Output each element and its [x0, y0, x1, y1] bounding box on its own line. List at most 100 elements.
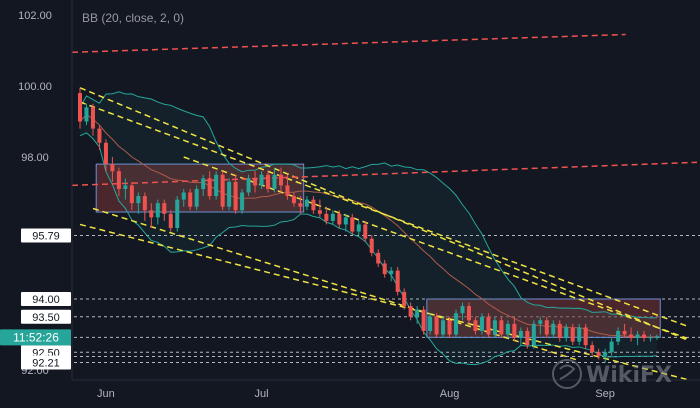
- candle-body: [622, 330, 627, 335]
- candle-body: [103, 142, 108, 165]
- candle: [77, 87, 83, 129]
- candle: [499, 316, 504, 339]
- candle-body: [421, 309, 426, 331]
- candle-body: [201, 178, 206, 189]
- level-tag-label: 95.79: [32, 230, 60, 242]
- candle: [304, 196, 309, 211]
- candle: [473, 316, 478, 335]
- candle-body: [84, 107, 89, 122]
- candle-body: [207, 178, 212, 197]
- candle: [603, 348, 608, 363]
- level-tag-label: 94.00: [32, 294, 60, 306]
- candle-body: [564, 327, 569, 339]
- candle-body: [356, 224, 361, 232]
- candle-body: [499, 320, 504, 335]
- candle: [343, 213, 348, 232]
- candle: [583, 323, 588, 349]
- candle: [492, 316, 497, 339]
- candle: [570, 323, 575, 346]
- candle-body: [188, 192, 193, 207]
- candle: [103, 139, 108, 172]
- candle-body: [363, 224, 368, 239]
- candle-body: [389, 270, 394, 275]
- level-tag-label: 93.50: [32, 312, 60, 324]
- candle: [518, 327, 523, 346]
- candle-body: [369, 238, 374, 253]
- candle-body: [123, 185, 128, 189]
- candle: [415, 306, 420, 324]
- range-box: [426, 298, 661, 338]
- candle: [220, 171, 225, 211]
- candle: [622, 323, 627, 339]
- candle: [648, 334, 653, 342]
- trendline-yellow: [79, 223, 688, 381]
- trendline-red: [71, 161, 698, 187]
- level-tag-label: 92.21: [32, 358, 60, 370]
- indicator-label[interactable]: BB (20, close, 2, 0): [82, 11, 184, 25]
- candle-body: [570, 327, 575, 342]
- candle: [188, 188, 193, 211]
- candle-body: [175, 199, 180, 228]
- time-tick-label: Aug: [440, 388, 460, 400]
- candle: [181, 188, 186, 207]
- candle: [298, 196, 303, 214]
- candle-body: [447, 320, 452, 335]
- candle-body: [538, 320, 543, 324]
- candle-body: [629, 334, 634, 339]
- candle: [635, 330, 640, 346]
- candle: [596, 348, 601, 360]
- price-tick-label: 100.00: [18, 81, 52, 93]
- candle-body: [654, 336, 660, 338]
- bb-lower-line: [79, 132, 658, 366]
- candle-body: [402, 291, 407, 307]
- candle: [363, 220, 368, 243]
- candle: [168, 210, 173, 232]
- candle: [337, 210, 342, 228]
- candle-body: [577, 327, 582, 342]
- candle: [227, 178, 232, 211]
- candle-body: [343, 217, 348, 225]
- candle: [544, 316, 549, 339]
- trendline-yellow: [92, 207, 578, 361]
- candle: [525, 327, 530, 349]
- price-axis[interactable]: 102.00100.0098.0092.0095.7994.0093.5092.…: [0, 10, 71, 377]
- candle-body: [544, 320, 549, 335]
- price-tick-label: 98.00: [21, 152, 49, 164]
- candle: [434, 313, 439, 339]
- time-axis[interactable]: Jun Jul Aug Sep: [97, 388, 615, 400]
- bb-upper-line: [79, 91, 658, 319]
- candle-body: [492, 320, 497, 335]
- candle: [376, 249, 381, 268]
- candle: [259, 171, 264, 189]
- candle: [531, 320, 536, 349]
- candle: [505, 320, 510, 339]
- candle-body: [642, 334, 647, 339]
- candle-body: [583, 327, 588, 346]
- candle: [421, 306, 426, 335]
- candle-body: [382, 263, 387, 275]
- candle: [609, 338, 614, 356]
- candle: [253, 171, 258, 193]
- candle: [512, 316, 517, 342]
- candle: [460, 302, 465, 321]
- candle: [324, 206, 329, 225]
- candle: [136, 192, 141, 214]
- candle-body: [330, 213, 335, 221]
- time-tick-label: Jun: [97, 388, 115, 400]
- candle: [175, 196, 180, 232]
- candle: [466, 302, 471, 324]
- candle-body: [181, 192, 186, 200]
- candle: [557, 320, 562, 342]
- time-tick-label: Sep: [595, 388, 615, 400]
- candle: [590, 341, 595, 356]
- candle: [214, 171, 219, 200]
- candle-body: [466, 306, 471, 321]
- candle: [291, 192, 296, 207]
- candle-body: [317, 210, 322, 214]
- candle: [84, 103, 89, 126]
- price-tick-label: 102.00: [18, 10, 52, 22]
- candle-body: [194, 188, 199, 207]
- candle-body: [531, 323, 536, 346]
